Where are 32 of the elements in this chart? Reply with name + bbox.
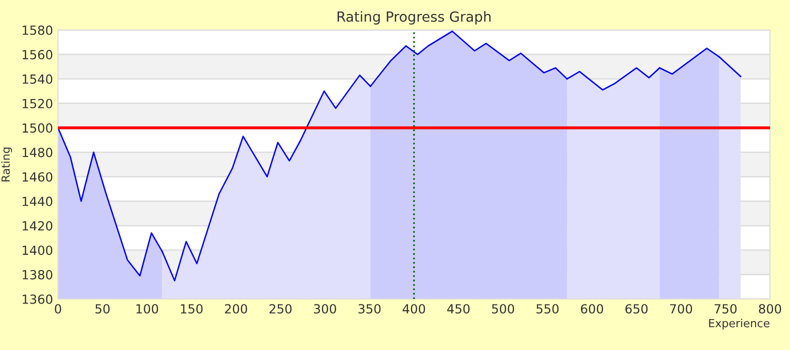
x-axis-title: Experience	[709, 318, 770, 330]
x-tick-label: 400	[402, 304, 426, 314]
x-tick-label: 750	[714, 304, 737, 314]
x-tick-label: 450	[447, 304, 470, 314]
x-tick-label: 250	[269, 304, 292, 314]
x-tick-label: 350	[358, 304, 381, 314]
x-tick-label: 300	[314, 304, 336, 314]
x-tick-label: 600	[580, 304, 604, 314]
x-tick-label: 100	[136, 304, 158, 314]
x-tick-label: 700	[670, 304, 692, 314]
x-tick-label: 500	[492, 304, 514, 314]
y-tick-label: 1400	[22, 246, 52, 256]
chart-title: Rating Progress Graph	[338, 11, 491, 25]
x-tick-label: 150	[180, 304, 203, 314]
y-tick-label: 1500	[22, 123, 52, 133]
y-tick-label: 1360	[22, 294, 52, 304]
x-tick-label: 550	[536, 304, 559, 314]
y-tick-label: 1580	[22, 25, 52, 35]
y-tick-label: 1380	[22, 270, 52, 280]
y-tick-label: 1540	[22, 74, 52, 84]
x-tick-label: 650	[625, 304, 648, 314]
y-tick-label: 1460	[22, 172, 52, 182]
y-tick-label: 1520	[22, 98, 52, 108]
x-tick-label: 200	[224, 304, 248, 314]
y-axis-title: Rating	[1, 148, 12, 182]
x-tick-label: 50	[96, 304, 110, 314]
y-tick-label: 1420	[22, 221, 52, 231]
x-tick-label: 0	[54, 304, 62, 314]
x-tick-label: 800	[758, 304, 782, 314]
y-tick-label: 1440	[22, 196, 52, 206]
y-tick-label: 1560	[22, 50, 52, 60]
y-tick-label: 1480	[22, 148, 52, 158]
